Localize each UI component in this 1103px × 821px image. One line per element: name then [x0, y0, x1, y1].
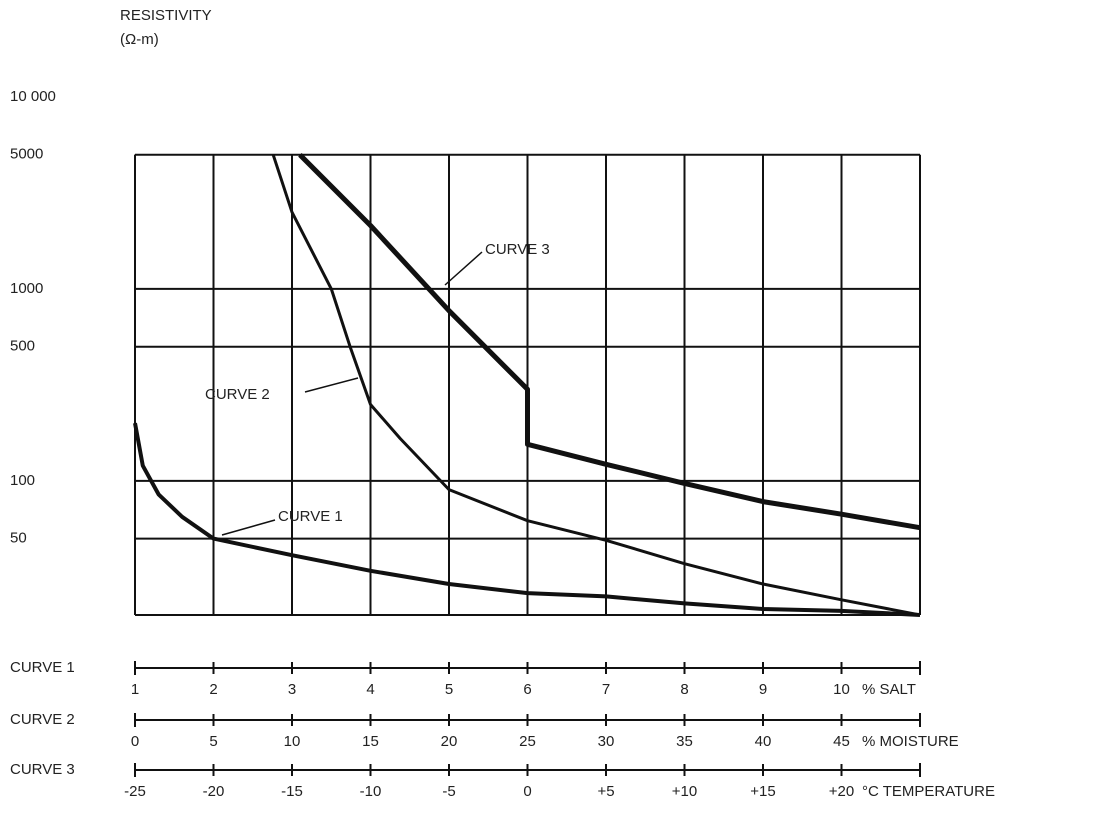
x-tick-label: 0 — [523, 783, 531, 800]
x-tick-label: -15 — [281, 783, 303, 800]
axis-row-label: CURVE 1 — [10, 659, 75, 676]
x-axis-label: % SALT — [862, 681, 916, 698]
y-tick-label: 500 — [10, 338, 35, 355]
x-tick-label: +15 — [750, 783, 775, 800]
arrow — [445, 252, 482, 285]
x-tick-label: 7 — [602, 681, 610, 698]
x-tick-label: 25 — [519, 733, 536, 750]
chart: RESISTIVITY (Ω-m) 10 0005000100050010050… — [0, 0, 1103, 816]
y-tick-label: 1000 — [10, 280, 43, 297]
x-tick-label: 35 — [676, 733, 693, 750]
y-tick-label: 100 — [10, 472, 35, 489]
arrow — [305, 378, 358, 392]
x-tick-label: 10 — [833, 681, 850, 698]
x-tick-label: 10 — [284, 733, 301, 750]
x-tick-label: 9 — [759, 681, 767, 698]
x-tick-label: 40 — [755, 733, 772, 750]
curve-label: CURVE 1 — [278, 508, 343, 525]
y-tick-label: 5000 — [10, 146, 43, 163]
x-tick-label: -20 — [203, 783, 225, 800]
curve-label: CURVE 2 — [205, 386, 270, 403]
x-tick-label: -25 — [124, 783, 146, 800]
x-tick-label: +10 — [672, 783, 697, 800]
y-axis-unit: (Ω-m) — [120, 31, 159, 48]
y-tick-label: 50 — [10, 530, 27, 547]
x-tick-label: 1 — [131, 681, 139, 698]
axis-row-label: CURVE 2 — [10, 711, 75, 728]
curve-label: CURVE 3 — [485, 241, 550, 258]
x-tick-label: 3 — [288, 681, 296, 698]
x-tick-label: 2 — [209, 681, 217, 698]
x-tick-label: 45 — [833, 733, 850, 750]
x-tick-label: -10 — [360, 783, 382, 800]
x-axis-label: % MOISTURE — [862, 733, 959, 750]
x-tick-label: -5 — [442, 783, 455, 800]
x-tick-label: 6 — [523, 681, 531, 698]
x-tick-label: +20 — [829, 783, 854, 800]
y-axis-label: RESISTIVITY — [120, 7, 212, 24]
x-tick-label: 0 — [131, 733, 139, 750]
arrow — [222, 520, 275, 535]
curve — [300, 155, 920, 528]
x-tick-label: +5 — [597, 783, 614, 800]
axis-row-label: CURVE 3 — [10, 761, 75, 778]
x-tick-label: 4 — [366, 681, 374, 698]
x-tick-label: 8 — [680, 681, 688, 698]
x-tick-label: 15 — [362, 733, 379, 750]
y-tick-label: 10 000 — [10, 88, 56, 105]
x-tick-label: 5 — [445, 681, 453, 698]
x-tick-label: 30 — [598, 733, 615, 750]
x-tick-label: 20 — [441, 733, 458, 750]
x-tick-label: 5 — [209, 733, 217, 750]
x-axis-label: °C TEMPERATURE — [862, 783, 995, 800]
